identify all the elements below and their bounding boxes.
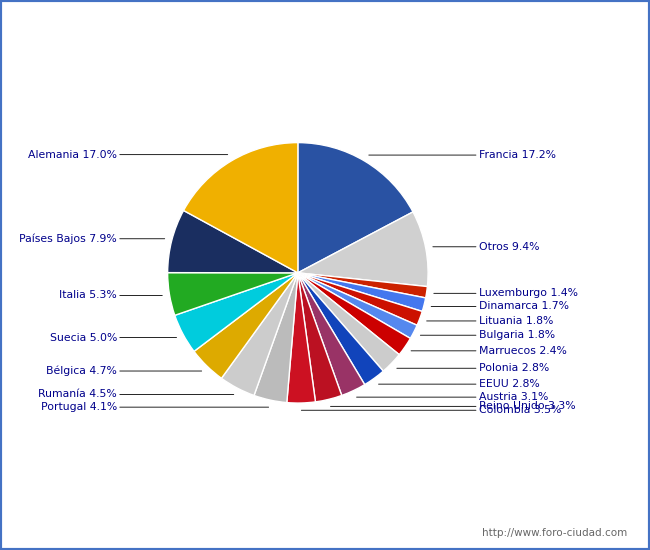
Text: Reino Unido 3.3%: Reino Unido 3.3% bbox=[330, 402, 575, 411]
Wedge shape bbox=[298, 273, 426, 311]
Wedge shape bbox=[298, 273, 365, 395]
Text: Lituania 1.8%: Lituania 1.8% bbox=[426, 316, 553, 326]
Text: Bulgaria 1.8%: Bulgaria 1.8% bbox=[421, 330, 555, 340]
Text: Portugal 4.1%: Portugal 4.1% bbox=[41, 402, 268, 412]
Wedge shape bbox=[194, 273, 298, 378]
Text: Francia 17.2%: Francia 17.2% bbox=[369, 150, 556, 160]
Wedge shape bbox=[168, 273, 298, 315]
Text: http://www.foro-ciudad.com: http://www.foro-ciudad.com bbox=[482, 529, 627, 538]
Text: EEUU 2.8%: EEUU 2.8% bbox=[378, 379, 540, 389]
Wedge shape bbox=[298, 273, 422, 325]
Wedge shape bbox=[298, 273, 427, 298]
Text: Aranda de Duero - Turistas extranjeros según país - Octubre de 2024: Aranda de Duero - Turistas extranjeros s… bbox=[32, 16, 618, 33]
Wedge shape bbox=[287, 273, 315, 403]
Text: Marruecos 2.4%: Marruecos 2.4% bbox=[411, 346, 567, 356]
Wedge shape bbox=[183, 142, 298, 273]
Wedge shape bbox=[168, 211, 298, 273]
Wedge shape bbox=[298, 273, 399, 371]
Text: Luxemburgo 1.4%: Luxemburgo 1.4% bbox=[434, 288, 578, 298]
Wedge shape bbox=[298, 273, 342, 402]
Text: Países Bajos 7.9%: Países Bajos 7.9% bbox=[20, 234, 164, 244]
Wedge shape bbox=[298, 273, 383, 384]
Text: Suecia 5.0%: Suecia 5.0% bbox=[49, 333, 177, 343]
Text: Austria 3.1%: Austria 3.1% bbox=[357, 392, 548, 402]
Text: Polonia 2.8%: Polonia 2.8% bbox=[396, 363, 549, 373]
Text: Italia 5.3%: Italia 5.3% bbox=[59, 290, 162, 300]
Wedge shape bbox=[298, 142, 413, 273]
Wedge shape bbox=[175, 273, 298, 351]
Text: Bélgica 4.7%: Bélgica 4.7% bbox=[46, 366, 202, 376]
Wedge shape bbox=[254, 273, 298, 403]
Text: Colombia 3.5%: Colombia 3.5% bbox=[302, 405, 561, 415]
Text: Rumanía 4.5%: Rumanía 4.5% bbox=[38, 389, 234, 399]
Wedge shape bbox=[298, 273, 417, 338]
Wedge shape bbox=[222, 273, 298, 395]
Wedge shape bbox=[298, 273, 410, 355]
Text: Otros 9.4%: Otros 9.4% bbox=[433, 242, 540, 252]
Text: Alemania 17.0%: Alemania 17.0% bbox=[28, 150, 227, 160]
Wedge shape bbox=[298, 212, 428, 287]
Text: Dinamarca 1.7%: Dinamarca 1.7% bbox=[431, 301, 569, 311]
